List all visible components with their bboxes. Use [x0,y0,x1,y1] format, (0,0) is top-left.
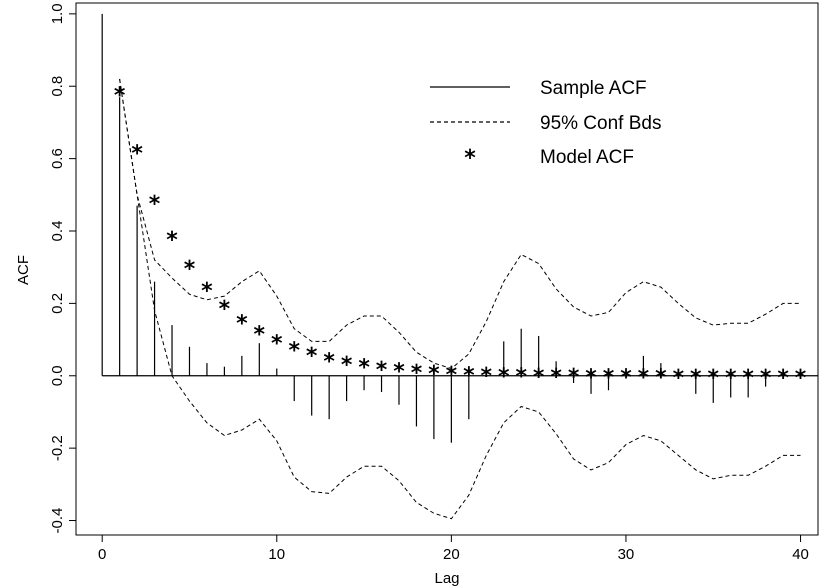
model-acf-point: * [707,366,719,391]
legend-swatch-model-acf: * [464,146,476,171]
model-acf-point: * [550,365,562,390]
x-axis-title: Lag [434,570,459,587]
model-acf-point: * [219,297,231,322]
model-acf-point: * [446,363,458,388]
y-tick-label: 0.2 [49,293,66,314]
y-tick-label: 1.0 [49,3,66,24]
plot-frame [75,2,819,536]
model-acf-point: * [201,279,213,304]
model-acf-point: * [428,362,440,387]
model-acf-point: * [271,331,283,356]
model-acf-point: * [463,364,475,389]
x-tick-label: 0 [98,546,106,563]
model-acf-point: * [655,365,667,390]
legend: Sample ACF 95% Conf Bds * Model ACF [430,78,661,171]
model-acf-point: * [481,364,493,389]
y-tick-label: 0.6 [49,148,66,169]
model-acf-point: * [131,141,143,166]
model-acf-point: * [376,358,388,383]
model-acf-point: * [777,366,789,391]
x-tick-label: 20 [443,546,460,563]
y-tick-label: 0.0 [49,365,66,386]
model-acf-point: * [236,311,248,336]
model-acf-point: * [585,365,597,390]
x-tick-label: 10 [268,546,285,563]
legend-label-conf-bds: 95% Conf Bds [540,113,661,134]
legend-label-model-acf: Model ACF [540,147,634,168]
conf-band-upper [119,78,801,370]
y-tick-label: -0.4 [49,508,66,534]
y-axis-title: ACF [15,255,32,285]
model-acf-point: * [742,366,754,391]
model-acf-point: * [515,365,527,390]
model-acf-point: * [603,365,615,390]
model-acf-point: * [498,364,510,389]
model-acf-point: * [341,353,353,378]
model-acf-point: * [673,366,685,391]
model-acf-point: * [149,192,161,217]
y-tick-label: 0.8 [49,76,66,97]
model-acf-point: * [760,366,772,391]
model-acf-point: * [358,356,370,381]
y-tick-label: 0.4 [49,221,66,242]
model-acf-point: * [166,228,178,253]
model-acf-point: * [411,361,423,386]
model-acf-point: * [288,339,300,364]
model-acf-point: * [323,349,335,374]
model-acf-point: * [725,366,737,391]
model-acf-point: * [254,322,266,347]
model-acf-point: * [568,365,580,390]
model-acf-point: * [638,365,650,390]
x-tick-label: 30 [618,546,635,563]
legend-label-sample-acf: Sample ACF [540,78,647,99]
model-acf-point: * [795,366,807,391]
conf-band-lower [119,78,801,520]
model-acf-point: * [184,257,196,282]
model-acf-point: * [533,365,545,390]
model-acf-point: * [306,344,318,369]
y-tick-label: -0.2 [49,435,66,461]
model-acf-point: * [690,366,702,391]
x-tick-label: 40 [792,546,809,563]
model-acf-point: * [393,360,405,385]
model-acf-point: * [114,83,126,108]
model-acf-point: * [620,365,632,390]
